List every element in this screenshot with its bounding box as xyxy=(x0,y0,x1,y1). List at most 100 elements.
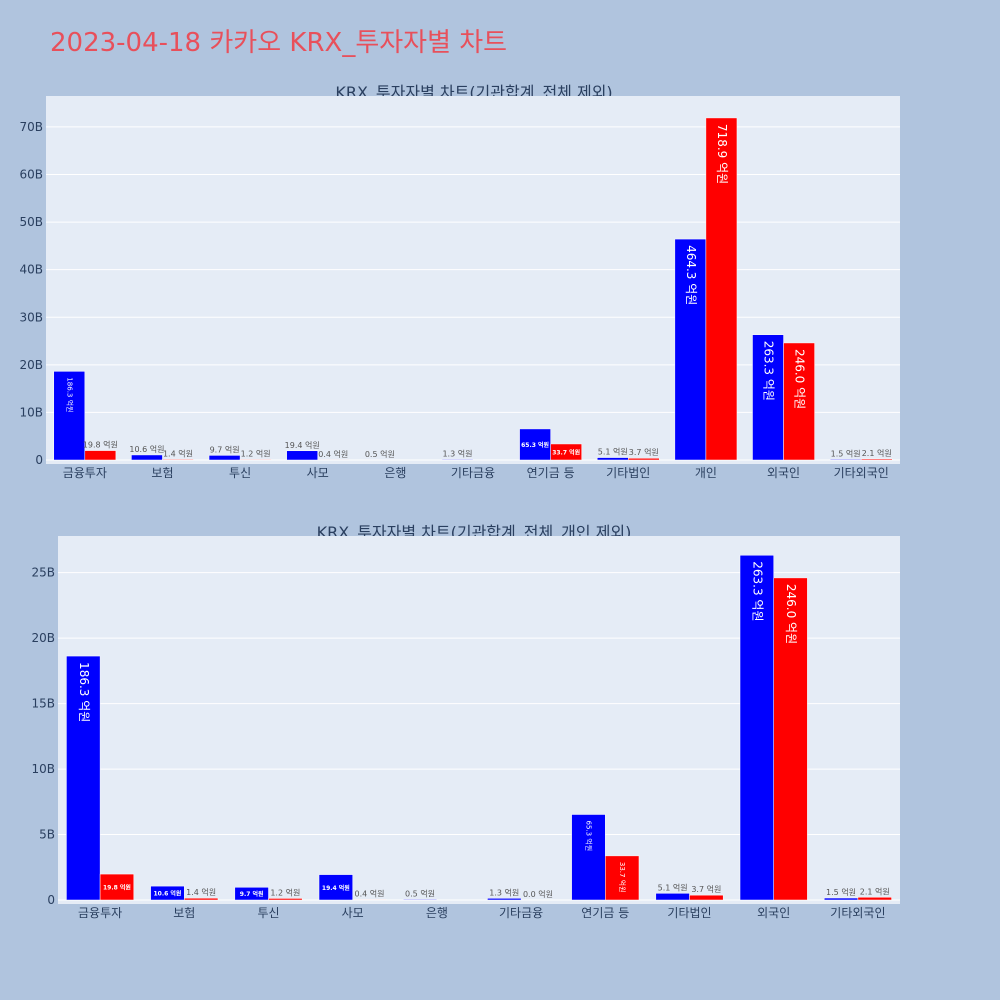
data-label: 5.1 억원 xyxy=(598,447,628,457)
bar xyxy=(705,117,738,461)
data-label: 33.7 억원 xyxy=(618,862,627,893)
bar xyxy=(829,459,862,461)
data-label: 263.3 억원 xyxy=(762,341,776,401)
x-tick-label: 개인 xyxy=(695,466,717,480)
y-tick-label: 20B xyxy=(31,631,55,645)
data-label: 1.3 억원 xyxy=(489,887,519,897)
data-label: 3.7 억원 xyxy=(629,447,659,457)
bar xyxy=(857,897,892,901)
data-label: 1.5 억원 xyxy=(831,448,861,458)
y-tick-label: 60B xyxy=(19,168,43,182)
bar xyxy=(823,897,859,901)
page-title: 2023-04-18 카카오 KRX_투자자별 차트 xyxy=(50,28,508,58)
bar xyxy=(184,897,219,901)
bar xyxy=(352,899,387,901)
x-tick-label: 투신 xyxy=(229,466,251,480)
y-tick-label: 0 xyxy=(35,453,43,467)
x-tick-label: 외국인 xyxy=(757,906,790,920)
x-tick-label: 기타외국인 xyxy=(830,906,885,920)
bar xyxy=(99,873,135,901)
data-label: 1.2 억원 xyxy=(241,448,271,458)
data-label: 33.7 억원 xyxy=(552,448,580,456)
x-tick-label: 보험 xyxy=(151,466,173,480)
x-tick-label: 기타법인 xyxy=(606,466,650,480)
x-tick-label: 금융투자 xyxy=(78,906,122,920)
data-label: 65.3 억원 xyxy=(584,820,593,851)
data-label: 0.5 억원 xyxy=(405,888,435,898)
bar xyxy=(739,554,774,901)
data-label: 718.9 억원 xyxy=(715,124,729,184)
bar xyxy=(783,342,815,461)
bar xyxy=(286,450,318,461)
data-label: 19.4 억원 xyxy=(322,884,350,892)
bar xyxy=(84,450,117,461)
bar xyxy=(596,457,629,461)
x-tick-label: 투신 xyxy=(257,906,279,920)
y-tick-label: 25B xyxy=(31,566,55,580)
bar xyxy=(605,855,640,901)
data-label: 65.3 억원 xyxy=(521,441,549,449)
x-tick-label: 외국인 xyxy=(767,466,800,480)
x-tick-label: 은행 xyxy=(384,465,406,480)
bar xyxy=(318,874,353,901)
x-tick-label: 은행 xyxy=(426,905,448,920)
data-label: 1.4 억원 xyxy=(186,887,216,897)
data-label: 1.4 억원 xyxy=(163,448,193,458)
x-tick-label: 연기금 등 xyxy=(581,906,629,920)
y-tick-label: 30B xyxy=(19,310,43,324)
bar xyxy=(571,814,606,901)
bar xyxy=(655,893,690,901)
data-label: 246.0 억원 xyxy=(784,584,798,644)
bar xyxy=(239,459,272,461)
bar xyxy=(208,455,241,461)
bar xyxy=(519,428,551,461)
y-tick-label: 70B xyxy=(19,120,43,134)
bar xyxy=(268,898,303,901)
data-label: 2.1 억원 xyxy=(862,448,892,458)
data-label: 186.3 억원 xyxy=(77,662,91,722)
bar xyxy=(162,459,194,461)
data-label: 19.4 억원 xyxy=(285,440,320,450)
bar xyxy=(487,898,522,901)
x-tick-label: 기타금융 xyxy=(451,466,495,480)
x-tick-label: 사모 xyxy=(342,906,364,920)
x-tick-label: 금융투자 xyxy=(63,466,107,480)
data-label: 3.7 억원 xyxy=(691,884,721,894)
x-tick-label: 보험 xyxy=(173,906,195,920)
y-tick-label: 15B xyxy=(31,697,55,711)
bar xyxy=(66,655,101,901)
data-label: 464.3 억원 xyxy=(684,245,698,305)
x-tick-label: 기타금융 xyxy=(499,906,543,920)
bar xyxy=(628,457,660,461)
bar xyxy=(150,885,185,901)
bar xyxy=(674,238,707,461)
y-tick-label: 10B xyxy=(19,405,43,419)
bar xyxy=(402,899,438,901)
y-tick-label: 5B xyxy=(39,828,55,842)
bar xyxy=(860,458,893,461)
bar xyxy=(234,887,269,901)
data-label: 186.3 억원 xyxy=(65,377,74,412)
data-label: 19.8 억원 xyxy=(103,884,131,892)
bar xyxy=(689,894,724,901)
data-label: 9.7 억원 xyxy=(240,890,264,898)
data-label: 9.7 억원 xyxy=(210,444,240,454)
data-label: 1.2 억원 xyxy=(270,887,300,897)
bar xyxy=(53,371,86,461)
data-label: 263.3 억원 xyxy=(750,561,764,621)
bar xyxy=(773,577,808,901)
y-tick-label: 20B xyxy=(19,358,43,372)
data-label: 0.4 억원 xyxy=(318,449,348,459)
data-label: 5.1 억원 xyxy=(658,882,688,892)
x-tick-label: 연기금 등 xyxy=(527,466,575,480)
x-tick-label: 기타법인 xyxy=(667,906,711,920)
x-tick-label: 사모 xyxy=(307,466,329,480)
bar xyxy=(752,334,784,461)
data-label: 0.0 억원 xyxy=(523,889,553,899)
chart-1: 0 10B 20B 30B 40B 50B 60B 70B 금융투자 186.3 억원 19.8 억… xyxy=(19,96,900,480)
data-label: 0.4 억원 xyxy=(355,888,385,898)
x-tick-label: 기타외국인 xyxy=(834,466,889,480)
y-tick-label: 50B xyxy=(19,215,43,229)
